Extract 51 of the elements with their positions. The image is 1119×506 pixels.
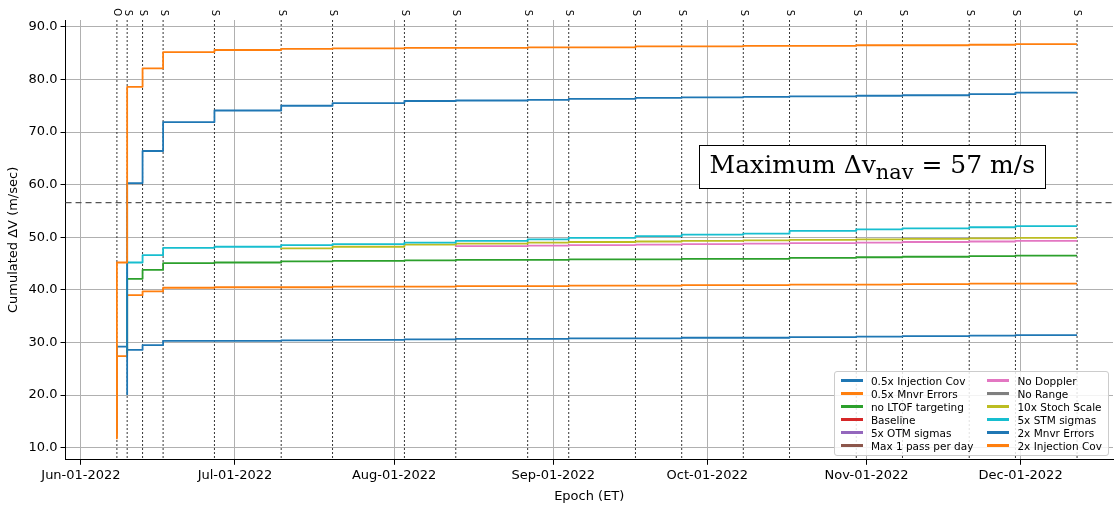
ref-line-label: S — [122, 9, 134, 16]
x-tick-label: Sep-01-2022 — [511, 466, 596, 482]
y-tick-label: 50.0 — [28, 228, 58, 244]
ref-line-label: S — [451, 9, 463, 16]
y-axis-title: Cumulated ΔV (m/sec) — [5, 166, 21, 314]
y-tick-label: 80.0 — [28, 70, 58, 86]
legend-label: 2x Mnvr Errors — [1017, 426, 1095, 439]
legend-label: No Range — [1017, 387, 1069, 400]
ref-line-label: O — [112, 8, 124, 17]
ref-line-label: S — [564, 9, 576, 16]
x-tick-label: Jun-01-2022 — [40, 466, 121, 482]
y-tick-label: 40.0 — [28, 281, 58, 297]
y-tick-label: 70.0 — [28, 123, 58, 139]
ref-line-label: S — [137, 9, 149, 16]
ref-line-label: S — [630, 9, 642, 16]
ref-line-label: S — [399, 9, 411, 16]
ref-line-label: S — [738, 9, 750, 16]
ref-line-label: S — [784, 9, 796, 16]
legend-label: 5x STM sigmas — [1017, 413, 1097, 426]
legend-label: no LTOF targeting — [870, 400, 964, 413]
y-tick-label: 10.0 — [28, 439, 58, 455]
legend-label: 5x OTM sigmas — [870, 426, 952, 439]
legend-label: 0.5x Injection Cov — [870, 374, 966, 387]
y-tick-label: 20.0 — [28, 386, 58, 402]
ref-line-label: S — [209, 9, 221, 16]
x-tick-label: Nov-01-2022 — [824, 466, 909, 482]
ref-line-label: S — [851, 9, 863, 16]
ref-line-label: S — [523, 9, 535, 16]
legend-label: 10x Stoch Scale — [1017, 400, 1102, 413]
legend-label: 2x Injection Cov — [1017, 439, 1102, 452]
legend-label: 0.5x Mnvr Errors — [870, 387, 958, 400]
y-tick-label: 30.0 — [28, 333, 58, 349]
x-tick-label: Jul-01-2022 — [196, 466, 273, 482]
ref-line-label: S — [1010, 9, 1022, 16]
ref-line-label: S — [964, 9, 976, 16]
annotation: Maximum Δv$_{nav}$ = 57 m/s — [698, 145, 1046, 189]
legend-label: Max 1 pass per day — [870, 439, 974, 452]
y-tick-label: 60.0 — [28, 176, 58, 192]
x-axis-title: Epoch (ET) — [554, 487, 625, 503]
ref-line-label: S — [158, 9, 170, 16]
x-tick-label: Dec-01-2022 — [978, 466, 1063, 482]
ref-line-label: S — [677, 9, 689, 16]
ref-line-label: S — [897, 9, 909, 16]
ref-line-label: S — [1072, 9, 1084, 16]
x-tick-label: Oct-01-2022 — [666, 466, 749, 482]
x-tick-label: Aug-01-2022 — [351, 466, 437, 482]
ref-line-label: S — [327, 9, 339, 16]
legend-label: No Doppler — [1017, 374, 1077, 387]
y-tick-label: 90.0 — [28, 18, 58, 34]
legend-label: Baseline — [870, 413, 916, 426]
ref-line-label: S — [276, 9, 288, 16]
